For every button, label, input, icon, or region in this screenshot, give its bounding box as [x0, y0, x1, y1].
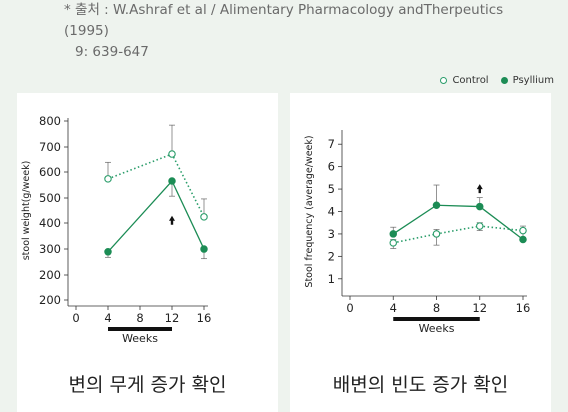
chart-caption: 배변의 빈도 증가 확인	[332, 374, 509, 396]
data-point-psyllium	[389, 230, 398, 238]
y-tick-label: 3	[328, 227, 335, 241]
y-tick-label: 2	[328, 249, 335, 263]
y-tick-label: 800	[39, 114, 61, 128]
legend-label-psyllium: Psyllium	[512, 75, 554, 86]
y-tick-label: 600	[39, 165, 61, 179]
significance-arrow-icon	[169, 215, 175, 225]
legend-item-psyllium: Psyllium	[500, 75, 554, 86]
series-line-psyllium	[107, 179, 205, 253]
x-tick-label: 8	[433, 301, 440, 315]
y-tick-label: 6	[328, 160, 335, 174]
x-tick-label: 0	[72, 311, 79, 325]
x-axis-label: Weeks	[419, 322, 455, 335]
data-point-psyllium	[168, 177, 176, 185]
y-tick-label: 300	[39, 242, 61, 256]
source-citation: * 출처 : W.Ashraf et al / Alimentary Pharm…	[64, 0, 534, 63]
stool-weight-chart: 200 200 300 400 500 600 700 800 0 4 8 12 16 Weeks stoo…	[21, 114, 212, 345]
source-line-2: 9: 639-647	[75, 44, 149, 60]
y-tick-label: 200	[39, 293, 61, 307]
series-line-psyllium	[392, 204, 524, 241]
source-line-1: * 출처 : W.Ashraf et al / Alimentary Pharm…	[64, 2, 504, 39]
significance-arrow-icon	[476, 184, 483, 194]
legend-item-control: Control	[440, 75, 489, 86]
treatment-period-bar	[393, 317, 480, 321]
y-tick-label: 7	[328, 137, 335, 151]
x-axis-label: Weeks	[122, 332, 158, 345]
data-point-control	[389, 239, 398, 247]
stool-weight-panel: 200 200 300 400 500 600 700 800 0 4 8 12 16 Weeks stoo…	[17, 93, 278, 412]
x-tick-label: 12	[472, 301, 487, 315]
chart-legend: Control Psyllium	[440, 75, 554, 86]
data-point-control	[519, 226, 527, 235]
stool-frequency-panel: 1 2 3 4 5 6 7 0 4 8 12 16 Weeks Stool frequency (aver…	[290, 93, 551, 412]
x-tick-label: 16	[516, 301, 531, 315]
open-circle-icon	[440, 77, 448, 84]
y-tick-label: 4	[328, 205, 335, 219]
data-point-control	[432, 230, 441, 238]
data-point-psyllium	[104, 248, 112, 256]
data-point-psyllium	[476, 202, 484, 211]
data-point-psyllium	[519, 235, 527, 244]
data-point-psyllium	[200, 245, 208, 253]
y-tick-label: 200	[39, 268, 61, 282]
x-tick-label: 4	[104, 311, 111, 325]
series-line-control	[107, 153, 205, 218]
y-tick-label: 500	[39, 191, 61, 205]
filled-circle-icon	[500, 77, 508, 84]
legend-label-control: Control	[452, 75, 489, 86]
y-tick-label: 700	[39, 140, 61, 154]
y-tick-label: 400	[39, 216, 61, 230]
treatment-period-bar	[108, 327, 172, 331]
x-tick-label: 12	[165, 311, 180, 325]
data-point-control	[104, 175, 112, 183]
y-tick-label: 1	[328, 272, 335, 286]
data-point-control	[168, 150, 176, 158]
x-tick-label: 4	[390, 301, 397, 315]
data-point-control	[476, 222, 484, 230]
series-line-control	[393, 225, 524, 244]
data-point-control	[200, 213, 208, 221]
y-tick-label: 5	[328, 182, 335, 196]
chart-caption: 변의 무게 증가 확인	[68, 374, 227, 396]
x-tick-label: 16	[197, 311, 212, 325]
y-axis-label: stool weight(g/week)	[21, 161, 32, 261]
y-axis-label: Stool frequency (average/week)	[304, 135, 315, 287]
x-tick-label: 0	[346, 301, 353, 315]
data-point-psyllium	[432, 201, 441, 209]
x-tick-label: 8	[136, 311, 143, 325]
